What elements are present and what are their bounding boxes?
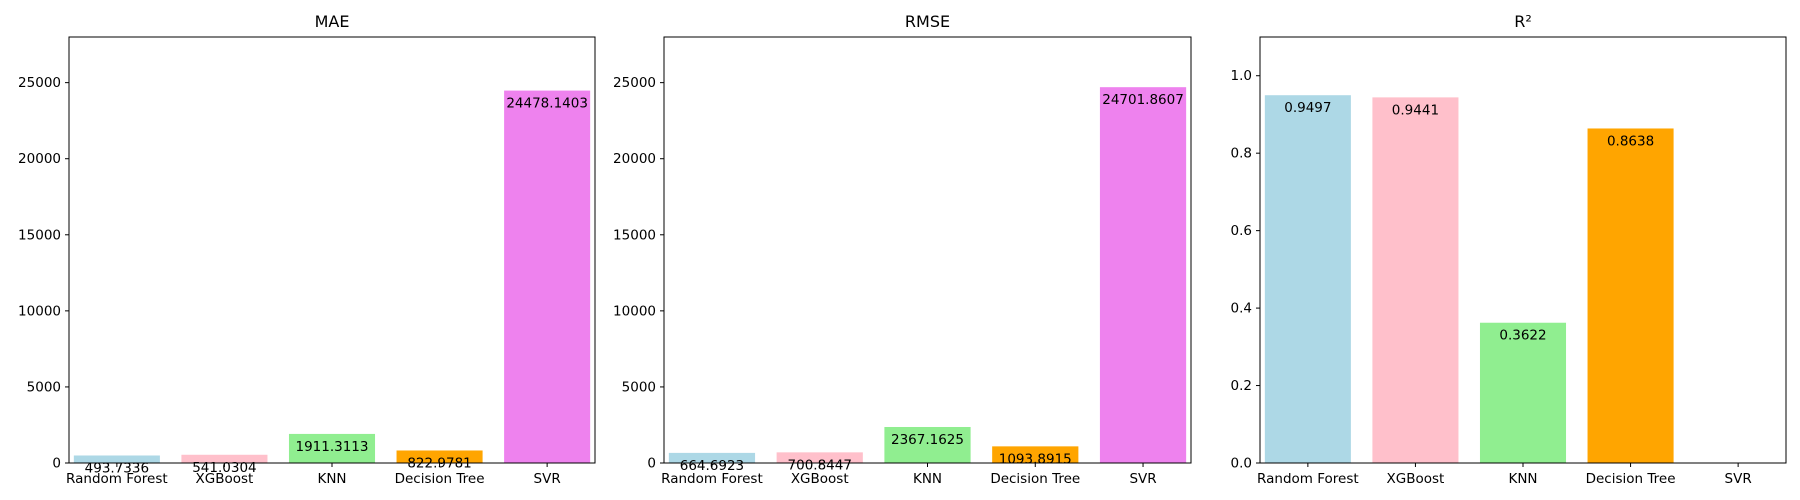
y-tick-label: 15000 <box>18 227 61 243</box>
data-label: 0.3622 <box>1499 328 1546 344</box>
y-tick-label: 0.4 <box>1231 301 1252 317</box>
x-tick-label: KNN <box>1508 471 1537 487</box>
data-label: 24478.1403 <box>506 96 588 112</box>
y-tick-label: 10000 <box>18 303 61 319</box>
r2-chart: R² 0.9497 0.9441 0.3622 0.8638 0.0 0.2 0.4 0.6 0… <box>1231 12 1787 487</box>
y-tick-label: 5000 <box>622 379 656 395</box>
x-tick-label: XGBoost <box>791 471 849 487</box>
bar <box>181 454 268 463</box>
bar <box>1372 97 1459 463</box>
y-tick-label: 20000 <box>613 151 656 167</box>
chart-title: MAE <box>315 12 350 31</box>
x-tick-label: SVR <box>534 471 561 487</box>
rmse-chart: RMSE 664.6923 700.84472367.16251093.89152… <box>613 12 1192 487</box>
x-tick-label: SVR <box>1129 471 1156 487</box>
bar <box>1099 87 1187 463</box>
data-label: 0.9441 <box>1392 102 1439 118</box>
y-tick-label: 1.0 <box>1231 68 1252 84</box>
x-tick-label: Random Forest <box>66 471 168 487</box>
x-tick-label: Decision Tree <box>990 471 1080 487</box>
chart-title: RMSE <box>905 12 950 31</box>
y-tick-label: 0.2 <box>1231 378 1252 394</box>
x-tick-label: KNN <box>317 471 346 487</box>
x-tick-label: Decision Tree <box>395 471 485 487</box>
mae-chart: MAE 493.7336 541.03041911.3113822.9781244… <box>18 12 596 487</box>
x-tick-label: SVR <box>1725 471 1752 487</box>
bar <box>668 452 756 463</box>
bar <box>504 90 591 463</box>
y-tick-label: 10000 <box>613 303 656 319</box>
y-tick-label: 0.6 <box>1231 223 1252 239</box>
y-tick-label: 25000 <box>613 75 656 91</box>
x-tick-label: Random Forest <box>1257 471 1359 487</box>
bar <box>396 450 483 463</box>
bar <box>1479 322 1567 463</box>
data-label: 0.9497 <box>1284 100 1331 116</box>
bar <box>992 446 1079 463</box>
y-tick-label: 5000 <box>27 379 61 395</box>
bar <box>1264 95 1351 463</box>
x-tick-label: KNN <box>913 471 942 487</box>
y-tick-label: 0 <box>647 456 656 472</box>
data-label: 24701.8607 <box>1102 92 1184 108</box>
bar <box>884 426 971 463</box>
data-label: 2367.1625 <box>891 432 964 448</box>
chart-title: R² <box>1514 12 1532 31</box>
y-tick-label: 0.0 <box>1231 456 1252 472</box>
bar <box>776 452 863 463</box>
data-label: 0.8638 <box>1607 133 1654 149</box>
y-tick-label: 0 <box>52 456 61 472</box>
y-tick-label: 20000 <box>18 151 61 167</box>
y-tick-label: 25000 <box>18 75 61 91</box>
data-label: 1911.3113 <box>295 439 368 455</box>
bar <box>73 455 160 463</box>
bar <box>1587 128 1674 463</box>
x-tick-label: XGBoost <box>196 471 254 487</box>
y-tick-label: 0.8 <box>1231 146 1252 162</box>
x-tick-label: Decision Tree <box>1586 471 1676 487</box>
x-tick-label: Random Forest <box>661 471 763 487</box>
x-tick-label: XGBoost <box>1387 471 1445 487</box>
data-label: 493.7336 <box>85 460 149 476</box>
data-label: 541.0304 <box>192 460 256 476</box>
y-tick-label: 15000 <box>613 227 656 243</box>
bar <box>288 433 376 463</box>
